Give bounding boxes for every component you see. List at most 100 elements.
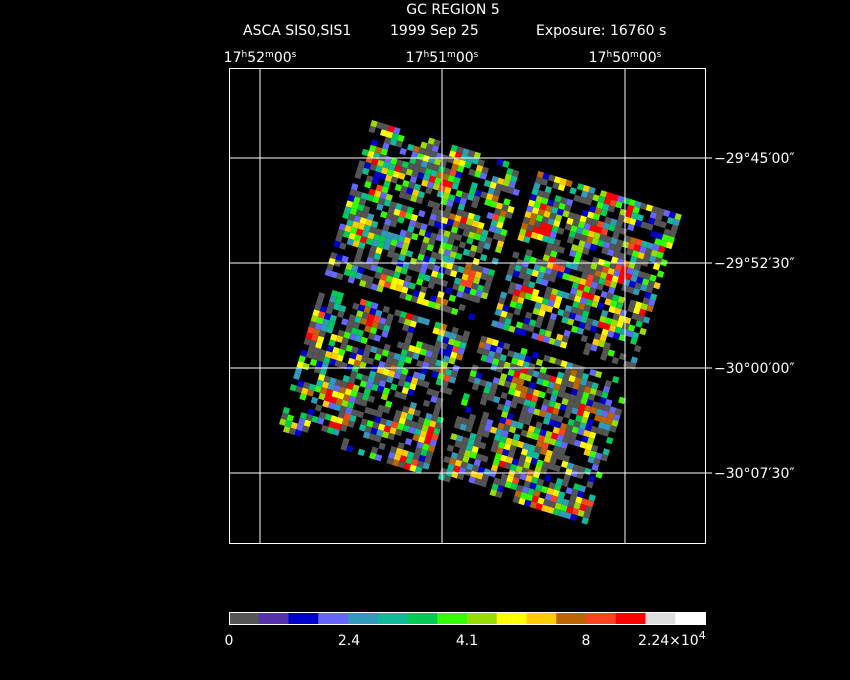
pixel bbox=[422, 399, 431, 408]
pixel bbox=[528, 444, 536, 452]
pixel bbox=[398, 354, 407, 363]
pixel bbox=[407, 162, 415, 171]
pixel bbox=[418, 291, 426, 300]
pixel bbox=[634, 282, 642, 290]
pixel bbox=[469, 225, 478, 234]
pixel bbox=[503, 361, 511, 369]
pixel bbox=[330, 333, 338, 342]
pixel bbox=[612, 231, 620, 240]
pixel bbox=[528, 218, 536, 227]
pixel bbox=[650, 230, 658, 239]
pixel bbox=[415, 196, 424, 205]
pixel bbox=[366, 357, 375, 365]
pixel bbox=[579, 196, 587, 204]
pixel bbox=[548, 337, 556, 346]
pixel bbox=[545, 449, 554, 458]
pixel bbox=[494, 226, 502, 235]
pixel bbox=[352, 321, 361, 330]
pixel bbox=[599, 334, 608, 342]
pixel bbox=[380, 374, 388, 382]
pixel bbox=[587, 292, 595, 301]
pixel bbox=[358, 241, 366, 250]
pixel bbox=[499, 209, 508, 218]
colorbar-swatch bbox=[496, 612, 527, 624]
pixel bbox=[364, 425, 373, 434]
pixel bbox=[351, 365, 360, 373]
pixel bbox=[366, 213, 375, 221]
pixel bbox=[326, 326, 334, 334]
pixel bbox=[536, 334, 545, 342]
pixel bbox=[511, 439, 519, 447]
pixel bbox=[324, 350, 333, 359]
pixel bbox=[452, 465, 461, 473]
pixel bbox=[539, 447, 548, 456]
pixel bbox=[446, 343, 454, 352]
pixel bbox=[349, 352, 357, 360]
pixel bbox=[561, 498, 570, 507]
pixel bbox=[585, 442, 593, 451]
pixel bbox=[524, 455, 533, 464]
pixel bbox=[338, 386, 347, 394]
pixel bbox=[387, 432, 396, 441]
pixel bbox=[530, 457, 539, 466]
pixel bbox=[524, 273, 532, 282]
pixel bbox=[492, 395, 501, 404]
pixel bbox=[528, 281, 536, 289]
pixel bbox=[606, 292, 614, 300]
pixel bbox=[446, 444, 455, 453]
pixel bbox=[382, 305, 390, 314]
pixel bbox=[360, 192, 369, 200]
pixel bbox=[294, 429, 302, 437]
pixel bbox=[379, 191, 388, 200]
pixel bbox=[561, 398, 569, 406]
pixel bbox=[498, 297, 506, 305]
pixel bbox=[384, 237, 393, 245]
pixel bbox=[576, 471, 584, 480]
pixel bbox=[583, 511, 591, 519]
pixel bbox=[317, 373, 326, 382]
pixel bbox=[330, 289, 339, 298]
pixel bbox=[340, 380, 349, 389]
pixel bbox=[553, 464, 561, 473]
pixel bbox=[603, 279, 612, 287]
pixel bbox=[521, 260, 530, 268]
pixel bbox=[393, 127, 401, 135]
pixel bbox=[526, 224, 535, 232]
pixel bbox=[337, 310, 345, 319]
pixel bbox=[402, 424, 411, 433]
pixel bbox=[523, 254, 532, 263]
pixel bbox=[523, 417, 532, 426]
pixel bbox=[386, 375, 394, 384]
pixel bbox=[631, 312, 639, 321]
pixel bbox=[594, 226, 603, 234]
pixel bbox=[397, 235, 406, 243]
pixel bbox=[491, 194, 500, 203]
pixel bbox=[487, 350, 496, 358]
pixel bbox=[535, 421, 543, 429]
pixel bbox=[404, 437, 413, 446]
pixel bbox=[498, 316, 507, 324]
pixel bbox=[481, 166, 489, 175]
pixel bbox=[301, 387, 309, 395]
pixel bbox=[369, 307, 377, 316]
pixel bbox=[427, 426, 435, 434]
pixel bbox=[378, 279, 386, 287]
pixel bbox=[605, 191, 613, 200]
pixel bbox=[422, 255, 431, 263]
pixel bbox=[432, 346, 441, 354]
pixel bbox=[335, 234, 343, 243]
pixel bbox=[594, 370, 603, 379]
pixel bbox=[511, 376, 519, 384]
pixel bbox=[313, 347, 321, 355]
pixel bbox=[429, 213, 438, 221]
pixel bbox=[467, 438, 475, 446]
pixel bbox=[547, 318, 556, 327]
pixel bbox=[303, 338, 312, 346]
pixel bbox=[405, 331, 414, 340]
pixel bbox=[539, 222, 548, 230]
pixel bbox=[385, 356, 394, 365]
pixel bbox=[395, 159, 404, 167]
pixel bbox=[427, 137, 436, 146]
pixel bbox=[509, 300, 518, 309]
pixel bbox=[655, 213, 663, 221]
